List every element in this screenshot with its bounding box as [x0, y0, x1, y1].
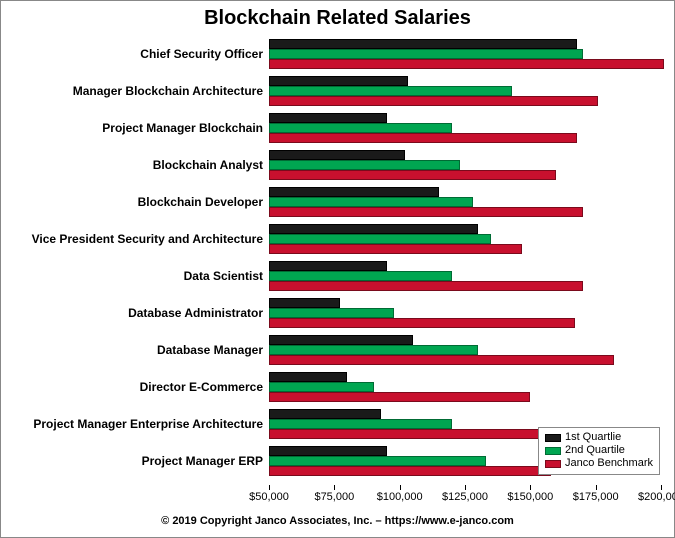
- category-label: Vice President Security and Architecture: [1, 232, 263, 246]
- bar-q2: [269, 419, 452, 429]
- legend: 1st Quartlie2nd QuartileJanco Benchmark: [538, 427, 660, 475]
- chart-row: Project Manager Blockchain: [1, 111, 674, 145]
- category-label: Manager Blockchain Architecture: [1, 84, 263, 98]
- axis-tick-mark: [530, 485, 531, 490]
- bar-janco: [269, 96, 598, 106]
- legend-label: Janco Benchmark: [565, 457, 653, 470]
- bar-janco: [269, 466, 551, 476]
- axis-tick-mark: [400, 485, 401, 490]
- x-axis: $50,000 $75,000 $100,000 $125,000 $150,000 $1…: [1, 485, 674, 515]
- bar-q1: [269, 261, 387, 271]
- bar-q2: [269, 160, 460, 170]
- chart-row: Director E-Commerce: [1, 370, 674, 404]
- bar-janco: [269, 318, 575, 328]
- category-label: Blockchain Analyst: [1, 158, 263, 172]
- bar-janco: [269, 392, 530, 402]
- axis-tick-label: $175,000: [573, 491, 619, 503]
- chart-row: Manager Blockchain Architecture: [1, 74, 674, 108]
- bar-janco: [269, 207, 583, 217]
- legend-label: 1st Quartlie: [565, 431, 621, 444]
- bar-q2: [269, 49, 583, 59]
- chart-row: Vice President Security and Architecture: [1, 222, 674, 256]
- axis-tick-mark: [465, 485, 466, 490]
- legend-item: 1st Quartlie: [545, 431, 653, 444]
- bar-q1: [269, 409, 381, 419]
- bar-q2: [269, 86, 512, 96]
- category-label: Project Manager ERP: [1, 454, 263, 468]
- axis-tick-mark: [334, 485, 335, 490]
- bar-q1: [269, 39, 577, 49]
- chart-plot-area: Chief Security Officer Manager Blockchain…: [1, 37, 674, 485]
- bar-q1: [269, 335, 413, 345]
- category-label: Blockchain Developer: [1, 195, 263, 209]
- axis-tick-label: $100,000: [377, 491, 423, 503]
- axis-tick-label: $200,000: [638, 491, 675, 503]
- chart-row: Chief Security Officer: [1, 37, 674, 71]
- bar-q2: [269, 234, 491, 244]
- category-label: Database Manager: [1, 343, 263, 357]
- bar-q2: [269, 123, 452, 133]
- bar-q1: [269, 113, 387, 123]
- bar-janco: [269, 429, 570, 439]
- bar-q2: [269, 345, 478, 355]
- axis-tick-mark: [661, 485, 662, 490]
- category-label: Director E-Commerce: [1, 380, 263, 394]
- bar-janco: [269, 133, 577, 143]
- legend-label: 2nd Quartile: [565, 444, 625, 457]
- bar-q1: [269, 446, 387, 456]
- axis-tick-label: $50,000: [249, 491, 289, 503]
- bar-q2: [269, 456, 486, 466]
- bar-janco: [269, 281, 583, 291]
- chart-row: Database Administrator: [1, 296, 674, 330]
- legend-swatch: [545, 460, 561, 468]
- bar-q1: [269, 150, 405, 160]
- chart-row: Data Scientist: [1, 259, 674, 293]
- bar-janco: [269, 170, 556, 180]
- axis-tick-mark: [269, 485, 270, 490]
- category-label: Chief Security Officer: [1, 47, 263, 61]
- bar-q1: [269, 187, 439, 197]
- chart-title: Blockchain Related Salaries: [1, 1, 674, 30]
- category-label: Project Manager Enterprise Architecture: [1, 417, 263, 431]
- bar-q1: [269, 298, 340, 308]
- axis-tick-label: $150,000: [507, 491, 553, 503]
- bar-q2: [269, 382, 374, 392]
- category-label: Database Administrator: [1, 306, 263, 320]
- axis-tick-label: $75,000: [314, 491, 354, 503]
- bar-q1: [269, 372, 347, 382]
- chart-row: Database Manager: [1, 333, 674, 367]
- bar-q2: [269, 308, 394, 318]
- chart-row: Blockchain Analyst: [1, 148, 674, 182]
- category-label: Project Manager Blockchain: [1, 121, 263, 135]
- legend-swatch: [545, 447, 561, 455]
- copyright-text: © 2019 Copyright Janco Associates, Inc. …: [1, 515, 674, 527]
- bar-janco: [269, 59, 664, 69]
- axis-tick-label: $125,000: [442, 491, 488, 503]
- chart-row: Blockchain Developer: [1, 185, 674, 219]
- bar-q2: [269, 271, 452, 281]
- bar-q1: [269, 76, 408, 86]
- axis-tick-mark: [596, 485, 597, 490]
- bar-janco: [269, 244, 522, 254]
- chart-frame: Blockchain Related Salaries Chief Securi…: [0, 0, 675, 538]
- category-label: Data Scientist: [1, 269, 263, 283]
- bar-q1: [269, 224, 478, 234]
- bar-q2: [269, 197, 473, 207]
- legend-item: Janco Benchmark: [545, 457, 653, 470]
- legend-item: 2nd Quartile: [545, 444, 653, 457]
- bar-janco: [269, 355, 614, 365]
- legend-swatch: [545, 434, 561, 442]
